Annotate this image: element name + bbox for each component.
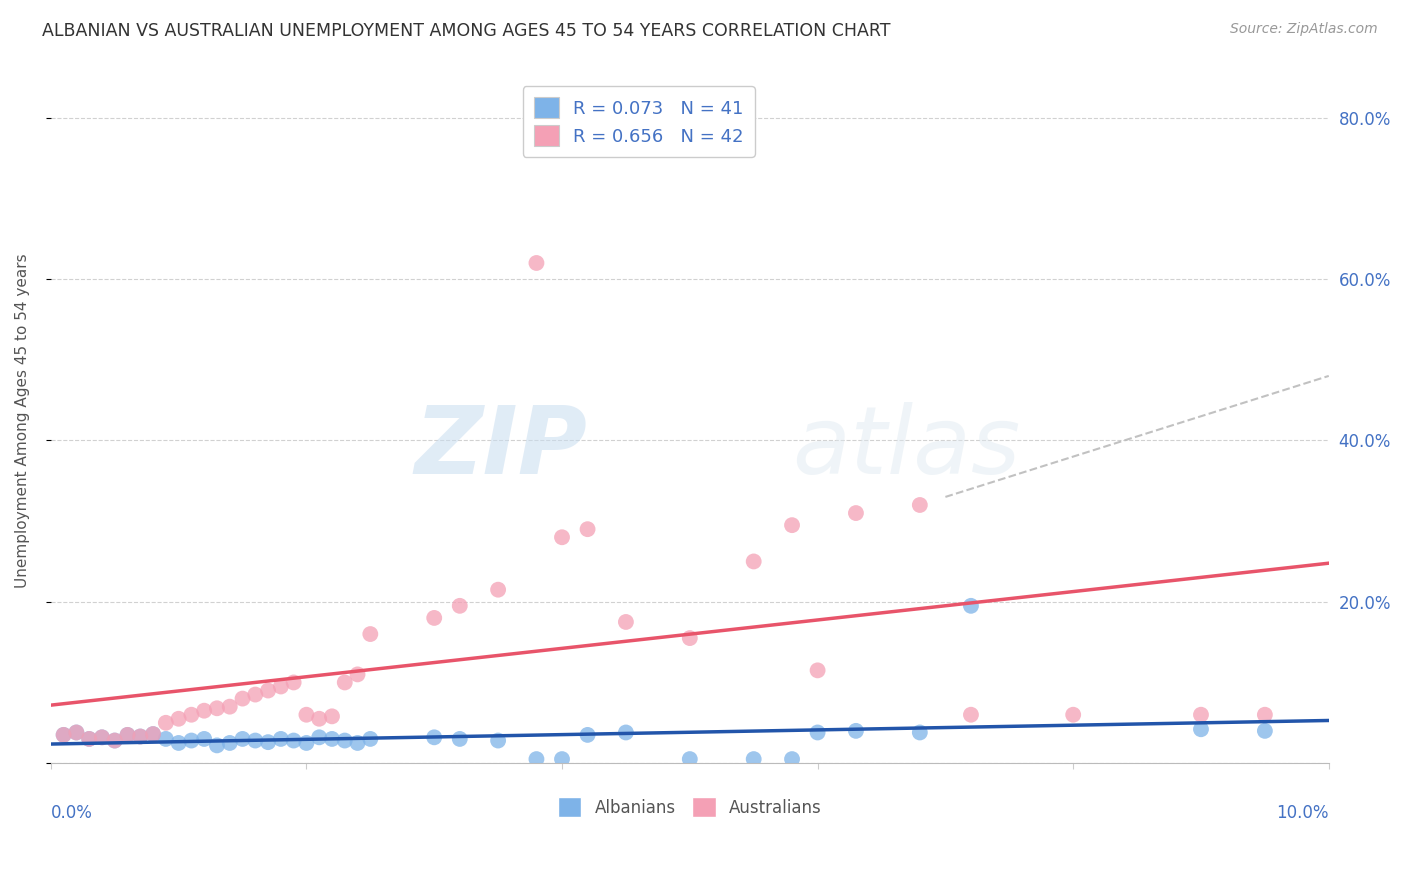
Point [193, 704, 215, 718]
Point [1254, 707, 1277, 722]
Point [576, 728, 599, 742]
Point [77, 731, 100, 746]
Point [321, 709, 343, 723]
Point [295, 736, 318, 750]
Point [780, 752, 803, 766]
Point [486, 733, 509, 747]
Point [167, 736, 190, 750]
Point [960, 599, 983, 613]
Point [155, 715, 177, 730]
Point [270, 731, 292, 746]
Point [117, 728, 139, 742]
Point [551, 752, 574, 766]
Point [167, 712, 190, 726]
Point [205, 739, 228, 753]
Point [104, 733, 127, 747]
Point [807, 725, 830, 739]
Point [65, 725, 87, 739]
Point [1062, 707, 1084, 722]
Point [960, 707, 983, 722]
Point [551, 530, 574, 544]
Point [359, 627, 381, 641]
Text: Source: ZipAtlas.com: Source: ZipAtlas.com [1230, 22, 1378, 37]
Text: 10.0%: 10.0% [1277, 805, 1329, 822]
Point [180, 733, 202, 747]
Point [231, 731, 253, 746]
Point [308, 731, 330, 745]
Point [742, 554, 765, 568]
Point [346, 667, 368, 681]
Point [1254, 723, 1277, 738]
Point [245, 733, 267, 747]
Point [257, 735, 280, 749]
Point [155, 731, 177, 746]
Point [91, 731, 114, 745]
Point [52, 728, 75, 742]
Point [333, 733, 356, 747]
Point [295, 707, 318, 722]
Point [52, 728, 75, 742]
Point [1189, 707, 1212, 722]
Point [807, 664, 830, 678]
Point [423, 731, 446, 745]
Point [180, 707, 202, 722]
Point [845, 506, 868, 520]
Point [526, 256, 548, 270]
Point [129, 730, 152, 744]
Point [104, 733, 127, 747]
Point [359, 731, 381, 746]
Point [257, 683, 280, 698]
Point [117, 728, 139, 742]
Point [129, 730, 152, 744]
Point [526, 752, 548, 766]
Point [91, 731, 114, 745]
Text: atlas: atlas [792, 402, 1021, 493]
Point [742, 752, 765, 766]
Point [245, 688, 267, 702]
Y-axis label: Unemployment Among Ages 45 to 54 years: Unemployment Among Ages 45 to 54 years [15, 253, 30, 588]
Point [1189, 723, 1212, 737]
Point [218, 736, 240, 750]
Point [333, 675, 356, 690]
Text: 0.0%: 0.0% [51, 805, 93, 822]
Point [77, 731, 100, 746]
Point [845, 723, 868, 738]
Point [576, 522, 599, 536]
Point [231, 691, 253, 706]
Point [205, 701, 228, 715]
Text: ALBANIAN VS AUSTRALIAN UNEMPLOYMENT AMONG AGES 45 TO 54 YEARS CORRELATION CHART: ALBANIAN VS AUSTRALIAN UNEMPLOYMENT AMON… [42, 22, 890, 40]
Legend: Albanians, Australians: Albanians, Australians [551, 791, 828, 823]
Point [270, 680, 292, 694]
Point [614, 725, 637, 739]
Point [486, 582, 509, 597]
Point [142, 727, 165, 741]
Point [142, 727, 165, 741]
Point [679, 631, 702, 645]
Point [908, 498, 931, 512]
Point [614, 615, 637, 629]
Point [65, 725, 87, 739]
Point [346, 736, 368, 750]
Point [908, 725, 931, 739]
Point [780, 518, 803, 533]
Point [283, 733, 305, 747]
Point [193, 731, 215, 746]
Text: ZIP: ZIP [415, 401, 588, 493]
Point [423, 611, 446, 625]
Point [308, 712, 330, 726]
Point [218, 699, 240, 714]
Point [449, 599, 471, 613]
Point [679, 752, 702, 766]
Point [283, 675, 305, 690]
Point [321, 731, 343, 746]
Point [449, 731, 471, 746]
